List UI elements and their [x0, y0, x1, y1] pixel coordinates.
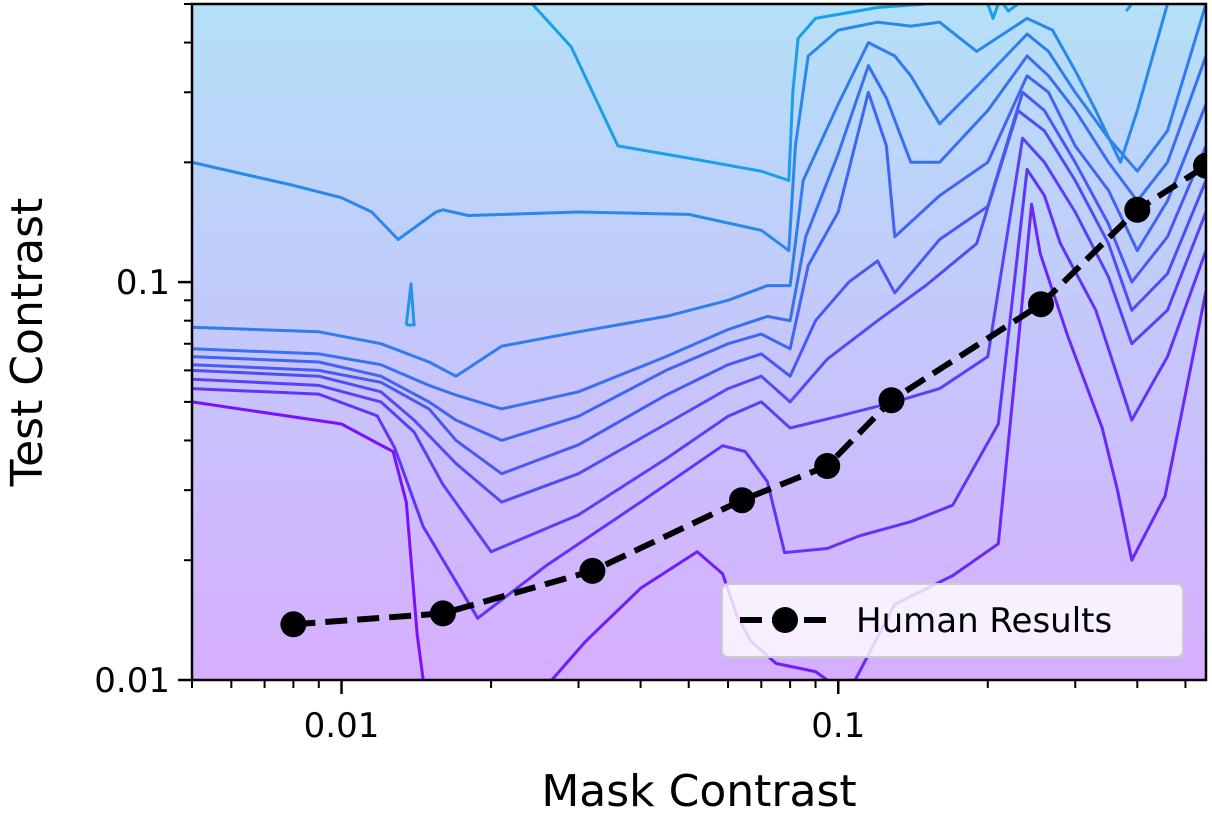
contour-line	[404, 282, 416, 327]
contour-line	[192, 167, 1206, 620]
contour-line	[531, 4, 926, 182]
contour-lines	[192, 4, 1206, 680]
x-tick-label: 0.01	[304, 706, 380, 746]
data-point	[1028, 291, 1054, 318]
contour-line	[1002, 4, 1019, 13]
legend-label-human-results: Human Results	[856, 601, 1112, 641]
contour-line	[192, 90, 1206, 476]
data-point	[878, 387, 905, 414]
contour-line	[192, 4, 1169, 253]
contour-line	[192, 74, 1206, 442]
contour-line	[192, 109, 1206, 504]
data-point	[280, 611, 307, 638]
human-results-series	[280, 152, 1206, 638]
data-point	[429, 600, 456, 627]
contour-line	[192, 4, 1206, 378]
data-point	[729, 487, 755, 514]
contour-line	[192, 54, 1206, 411]
contour-line	[986, 4, 1000, 20]
axis-ticks: 0.01 0.1 0.01 0.1	[94, 3, 1187, 746]
y-tick-label: 0.01	[94, 661, 170, 701]
data-point	[579, 557, 606, 584]
contour-line	[192, 400, 425, 680]
data-point	[814, 453, 841, 479]
contour-line	[192, 136, 1206, 554]
legend: Human Results	[721, 583, 1184, 658]
plot-frame	[190, 2, 1208, 682]
x-axis-label: Mask Contrast	[541, 766, 856, 817]
y-axis-label: Test Contrast	[2, 198, 53, 488]
legend-marker	[772, 607, 798, 633]
data-point	[1124, 196, 1151, 223]
data-point	[1193, 152, 1206, 179]
x-tick-label: 0.1	[811, 706, 865, 746]
legend-box	[721, 583, 1184, 658]
y-tick-label: 0.1	[116, 263, 170, 303]
contour-line	[853, 202, 1206, 680]
